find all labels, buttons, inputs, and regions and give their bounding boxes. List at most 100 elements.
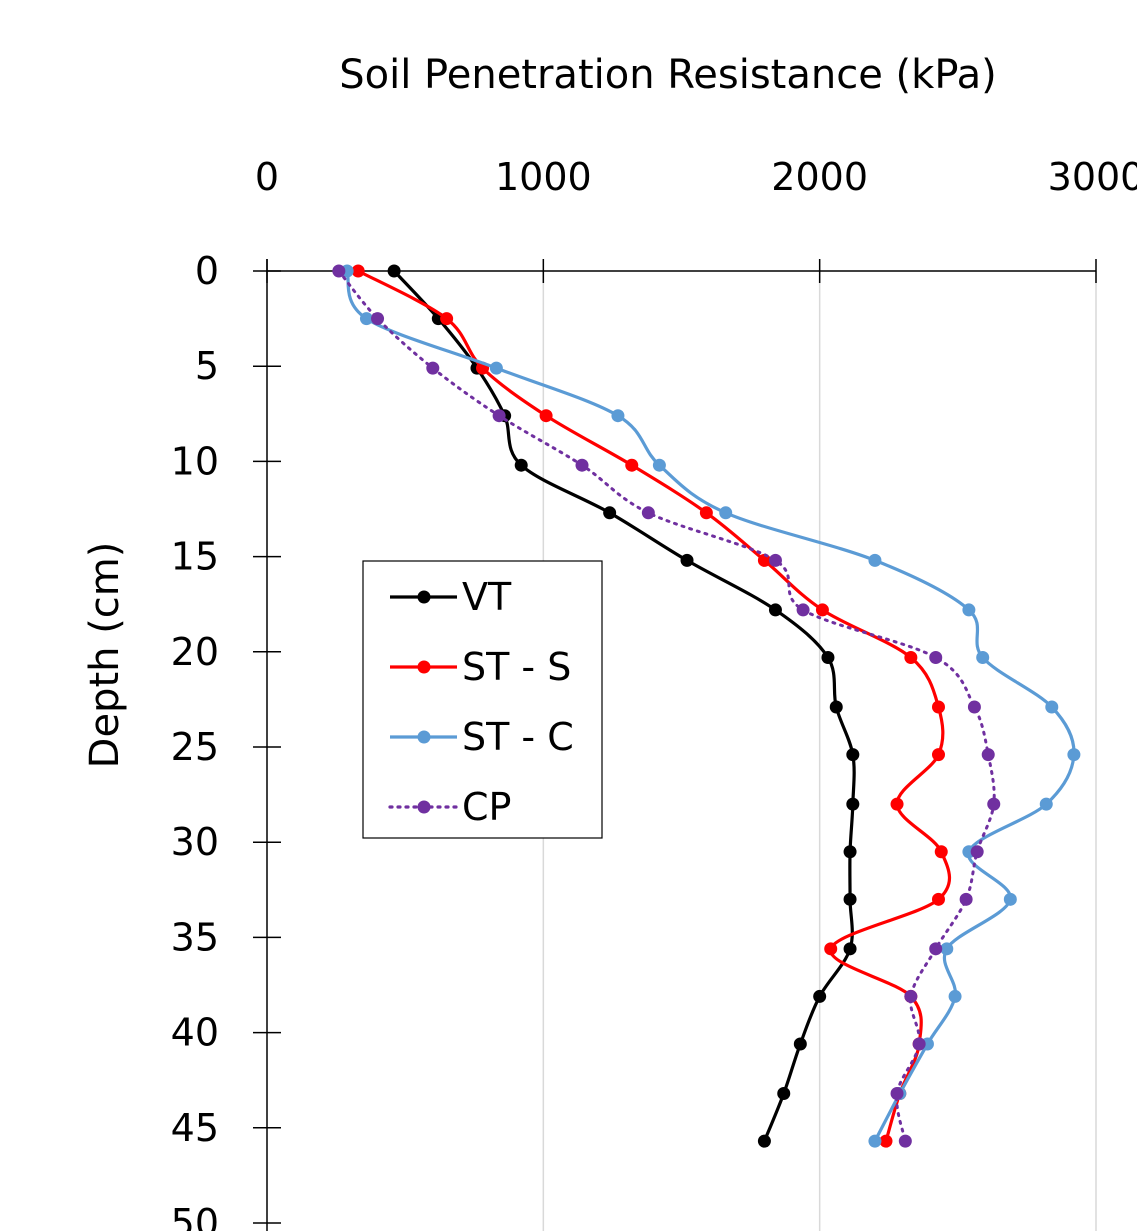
data-point-st-s <box>539 409 553 423</box>
data-point-st-c <box>940 942 954 956</box>
legend-marker <box>417 660 431 674</box>
data-point-st-c <box>976 651 990 665</box>
data-point-vt <box>777 1087 791 1101</box>
data-point-st-s <box>879 1134 893 1148</box>
y-tick-label: 40 <box>171 1011 219 1055</box>
data-point-cp <box>768 553 782 567</box>
legend-item-vt: VT <box>390 575 512 619</box>
data-point-st-s <box>931 700 945 714</box>
data-point-st-s <box>440 312 454 326</box>
y-tick-label: 10 <box>171 439 219 483</box>
y-axis-title: Depth (cm) <box>82 542 128 769</box>
data-point-st-c <box>359 312 373 326</box>
data-point-st-c <box>719 506 733 520</box>
legend-label: CP <box>462 785 511 829</box>
data-point-cp <box>492 409 506 423</box>
legend-marker <box>417 590 431 604</box>
data-point-vt <box>821 651 835 665</box>
legend-item-st-c: ST - C <box>390 715 574 759</box>
data-point-st-c <box>489 361 503 375</box>
data-point-st-s <box>824 942 838 956</box>
data-point-st-s <box>890 797 904 811</box>
data-point-vt <box>768 603 782 617</box>
data-point-st-c <box>1003 892 1017 906</box>
data-point-st-s <box>351 264 365 278</box>
y-tick-label: 20 <box>171 630 219 674</box>
series-group <box>332 264 1081 1148</box>
y-tick-label: 25 <box>171 725 219 769</box>
data-point-st-s <box>904 651 918 665</box>
data-point-st-s <box>625 458 639 472</box>
data-point-cp <box>641 506 655 520</box>
data-point-cp <box>904 989 918 1003</box>
y-tick-label: 30 <box>171 820 219 864</box>
legend-item-cp: CP <box>388 785 511 829</box>
data-point-cp <box>575 458 589 472</box>
data-point-vt <box>843 942 857 956</box>
data-point-st-c <box>962 603 976 617</box>
data-point-vt <box>514 458 528 472</box>
series-line-st-c <box>345 270 1076 1142</box>
legend-label: ST - C <box>462 715 574 759</box>
data-point-st-c <box>948 989 962 1003</box>
data-point-cp <box>912 1037 926 1051</box>
data-point-cp <box>890 1087 904 1101</box>
y-tick-label: 45 <box>171 1106 219 1150</box>
data-point-st-c <box>1045 700 1059 714</box>
axes: 0 1000 2000 3000 0 5 10 15 20 25 30 35 40 45 50 <box>171 155 1137 1231</box>
data-point-vt <box>680 553 694 567</box>
y-tick-label: 35 <box>171 915 219 959</box>
legend-marker <box>417 800 431 814</box>
data-point-vt <box>813 989 827 1003</box>
data-point-cp <box>426 361 440 375</box>
data-point-st-c <box>868 1134 882 1148</box>
data-point-cp <box>981 748 995 762</box>
legend-item-st-s: ST - S <box>390 645 571 689</box>
legend-label: ST - S <box>462 645 571 689</box>
data-point-cp <box>970 845 984 859</box>
legend-label: VT <box>462 575 512 619</box>
data-point-st-c <box>611 409 625 423</box>
legend: VT ST - S ST - C CP <box>362 560 603 839</box>
data-point-vt <box>387 264 401 278</box>
data-point-vt <box>846 748 860 762</box>
x-tick-label: 3000 <box>1048 155 1137 199</box>
data-point-st-s <box>931 892 945 906</box>
data-point-cp <box>332 264 346 278</box>
y-tick-label: 15 <box>171 535 219 579</box>
y-tick-label: 0 <box>195 249 219 293</box>
y-tick-label: 50 <box>171 1201 219 1231</box>
data-point-cp <box>967 700 981 714</box>
y-tick-label: 5 <box>195 344 219 388</box>
data-point-cp <box>371 312 385 326</box>
data-point-vt <box>603 506 617 520</box>
data-point-st-s <box>699 506 713 520</box>
legend-box <box>362 560 603 839</box>
legend-marker <box>417 730 431 744</box>
data-point-cp <box>796 603 810 617</box>
series-cp <box>332 264 1001 1148</box>
data-point-vt <box>793 1037 807 1051</box>
data-point-st-c <box>868 553 882 567</box>
data-point-cp <box>929 651 943 665</box>
x-tick-label: 1000 <box>495 155 592 199</box>
x-tick-label: 0 <box>255 155 279 199</box>
data-point-vt <box>846 797 860 811</box>
data-point-cp <box>898 1134 912 1148</box>
x-tick-label: 2000 <box>771 155 868 199</box>
x-axis-title: Soil Penetration Resistance (kPa) <box>339 52 997 98</box>
data-point-st-c <box>1039 797 1053 811</box>
data-point-vt <box>757 1134 771 1148</box>
gridlines <box>542 271 1097 1231</box>
data-point-cp <box>987 797 1001 811</box>
data-point-st-s <box>934 845 948 859</box>
data-point-st-s <box>815 603 829 617</box>
data-point-st-c <box>652 458 666 472</box>
data-point-st-s <box>931 748 945 762</box>
data-point-cp <box>959 892 973 906</box>
data-point-vt <box>843 892 857 906</box>
data-point-vt <box>829 700 843 714</box>
data-point-cp <box>929 942 943 956</box>
data-point-vt <box>843 845 857 859</box>
